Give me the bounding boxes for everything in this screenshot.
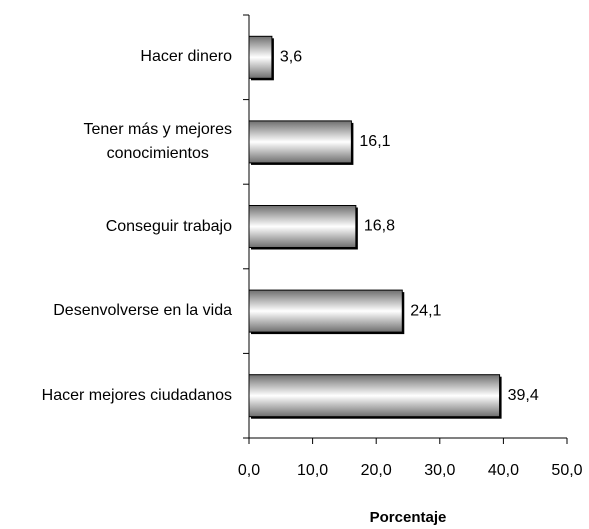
bar bbox=[248, 205, 357, 248]
y-tick-label: Conseguir trabajo bbox=[105, 217, 232, 235]
data-label: 3,6 bbox=[280, 49, 302, 66]
bar bbox=[248, 120, 352, 164]
bar bbox=[248, 374, 501, 418]
x-tick-label: 50,0 bbox=[551, 462, 582, 479]
y-tick-label: Tener más y mejores conocimientos bbox=[83, 120, 233, 162]
x-tick-label: 30,0 bbox=[424, 462, 455, 479]
x-tick-label: 10,0 bbox=[297, 462, 328, 479]
bar bbox=[248, 35, 273, 79]
x-tick-label: 20,0 bbox=[361, 462, 392, 479]
data-label: 24,1 bbox=[410, 302, 441, 319]
x-tick-label: 0,0 bbox=[238, 462, 260, 479]
y-tick-label: Hacer mejores ciudadanos bbox=[41, 386, 232, 404]
y-tick-label: Desenvolverse en la vida bbox=[53, 302, 232, 320]
data-label: 39,4 bbox=[508, 387, 539, 404]
bar bbox=[248, 289, 403, 333]
data-label: 16,8 bbox=[364, 218, 395, 235]
x-tick-label: 40,0 bbox=[488, 462, 519, 479]
y-tick-label: Hacer dinero bbox=[140, 48, 232, 66]
data-label: 16,1 bbox=[359, 133, 390, 150]
x-axis-title: Porcentaje bbox=[370, 509, 447, 526]
